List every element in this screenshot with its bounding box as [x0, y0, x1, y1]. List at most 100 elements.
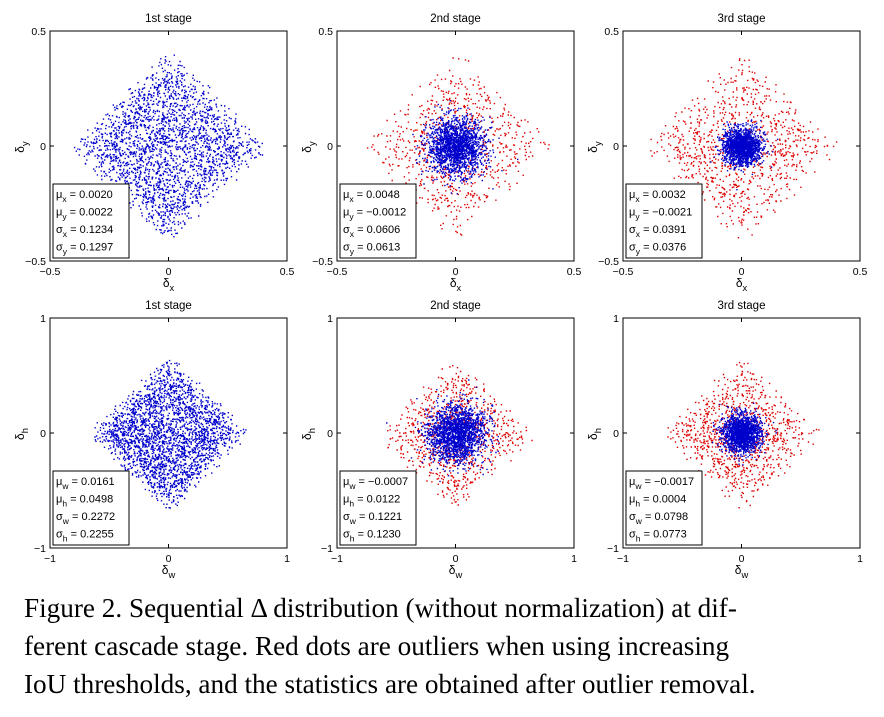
y-tick-label: −1: [321, 543, 333, 555]
stat-3: σw = 0.0798: [629, 511, 688, 526]
stat-4: σy = 0.1297: [56, 242, 113, 257]
x-axis-label: δx: [736, 276, 748, 293]
stats-box: [625, 470, 703, 546]
x-tick-label: 0: [453, 553, 459, 565]
scatter-points: [650, 58, 838, 239]
figure-caption: Figure 2. Sequential Δ distribution (wit…: [24, 589, 862, 703]
stat-3: σx = 0.1234: [56, 224, 113, 239]
scatter-dots-inliers: [412, 100, 519, 195]
scatter-panel-6: −1 0 1 1 0 −1 3rd stage δw δh μw = −0.0017 μh = 0.…: [586, 300, 863, 580]
stat-2: μh = 0.0004: [629, 494, 686, 509]
scatter-dots-inliers: [386, 379, 500, 483]
figure-panels: −0.5 0 0.5 0.5 0 −0.5 1st stage δx δy μx = 0.0020…: [13, 13, 867, 580]
stat-2: μh = 0.0122: [343, 494, 400, 509]
y-axis-label: δh: [586, 428, 603, 440]
y-axis-label: δy: [13, 141, 30, 153]
y-tick-label: −1: [34, 543, 46, 555]
x-axis-label: δx: [450, 276, 462, 293]
x-tick-label: −1: [617, 553, 629, 565]
x-tick-label: 1: [857, 553, 863, 565]
stat-1: μx = 0.0032: [629, 189, 686, 204]
y-tick-label: −0.5: [312, 256, 333, 268]
stat-2: μy = 0.0022: [56, 207, 113, 222]
y-tick-label: −1: [607, 543, 619, 555]
x-tick-label: −0.5: [613, 266, 634, 278]
y-axis-label: δh: [300, 428, 317, 440]
x-tick-label: 0: [739, 266, 745, 278]
y-tick-label: 0: [613, 428, 619, 440]
y-tick-label: 0: [327, 428, 333, 440]
caption-line-1: Figure 2. Sequential Δ distribution (wit…: [24, 593, 737, 623]
panel-title: 1st stage: [145, 300, 192, 312]
x-tick-label: 0: [166, 553, 172, 565]
stat-1: μw = −0.0017: [629, 476, 694, 491]
scatter-dots-inliers: [710, 119, 779, 191]
stats-box: [625, 183, 703, 259]
stats-box: [52, 183, 130, 259]
stat-3: σx = 0.0606: [343, 224, 400, 239]
y-tick-label: 1: [613, 313, 619, 325]
y-tick-label: 1: [327, 313, 333, 325]
stat-4: σh = 0.2255: [56, 529, 114, 544]
x-tick-label: 0.5: [567, 266, 582, 278]
scatter-points: [667, 361, 820, 509]
stat-3: σw = 0.1221: [343, 511, 402, 526]
panel-title: 2nd stage: [430, 300, 481, 312]
y-tick-label: 0: [327, 141, 333, 153]
caption-line-3: IoU thresholds, and the statistics are o…: [24, 669, 756, 699]
y-tick-label: 0.5: [604, 26, 619, 38]
scatter-panel-5: −1 0 1 1 0 −1 2nd stage δw δh μw = −0.0007 μh = 0.…: [300, 300, 577, 580]
series-outliers: [387, 365, 533, 506]
stat-1: μx = 0.0020: [56, 189, 113, 204]
y-tick-label: 0: [613, 141, 619, 153]
scatter-dots-outliers: [387, 365, 533, 506]
y-tick-label: 0: [40, 428, 46, 440]
y-tick-label: −0.5: [25, 256, 46, 268]
stat-1: μx = 0.0048: [343, 189, 400, 204]
series-inliers: [710, 119, 779, 191]
y-axis-label: δy: [586, 141, 603, 153]
scatter-panel-4: −1 0 1 1 0 −1 1st stage δw δh μw = 0.0161 μh = 0.0…: [13, 300, 290, 580]
y-axis-label: δy: [300, 141, 317, 153]
stat-1: μw = 0.0161: [56, 476, 115, 491]
panel-title: 1st stage: [145, 13, 192, 25]
x-tick-label: −0.5: [327, 266, 348, 278]
stat-1: μw = −0.0007: [343, 476, 408, 491]
series-inliers: [94, 359, 247, 509]
x-tick-label: −1: [331, 553, 343, 565]
stats-box: [52, 470, 130, 546]
x-tick-label: 1: [284, 553, 290, 565]
panel-title: 2nd stage: [430, 13, 481, 25]
scatter-panel-3: −0.5 0 0.5 0.5 0 −0.5 3rd stage δx δy μx = 0.0032…: [586, 13, 867, 293]
series-inliers: [386, 379, 500, 483]
scatter-dots-inliers: [711, 402, 777, 466]
stats-box: [339, 470, 417, 546]
series-inliers: [412, 100, 519, 195]
panel-title: 3rd stage: [718, 300, 766, 312]
series-outliers: [650, 58, 838, 239]
stat-4: σh = 0.1230: [343, 529, 401, 544]
x-axis-label: δw: [449, 563, 463, 580]
caption-line-2: ferent cascade stage. Red dots are outli…: [24, 631, 730, 661]
stat-2: μy = −0.0021: [629, 207, 692, 222]
x-tick-label: 0.5: [280, 266, 295, 278]
y-tick-label: 0.5: [318, 26, 333, 38]
y-tick-label: −0.5: [598, 256, 619, 268]
x-tick-label: 0: [739, 553, 745, 565]
y-axis-label: δh: [13, 428, 30, 440]
stat-2: μy = −0.0012: [343, 207, 406, 222]
x-axis-label: δx: [163, 276, 175, 293]
x-tick-label: 1: [571, 553, 577, 565]
stat-4: σy = 0.0376: [629, 242, 686, 257]
scatter-points: [386, 365, 533, 506]
y-tick-label: 0: [40, 141, 46, 153]
x-tick-label: 0.5: [853, 266, 868, 278]
x-tick-label: −0.5: [40, 266, 61, 278]
x-tick-label: 0: [166, 266, 172, 278]
stat-4: σh = 0.0773: [629, 529, 687, 544]
scatter-dots-outliers: [650, 58, 838, 239]
stat-2: μh = 0.0498: [56, 494, 113, 509]
scatter-points: [366, 57, 550, 236]
x-axis-label: δw: [735, 563, 749, 580]
scatter-panel-2: −0.5 0 0.5 0.5 0 −0.5 2nd stage δx δy μx = 0.0048…: [300, 13, 581, 293]
